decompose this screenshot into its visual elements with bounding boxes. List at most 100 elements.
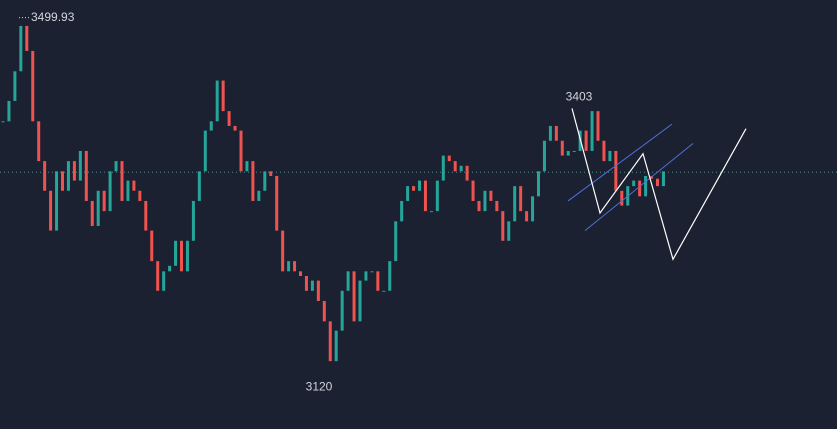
candle-body	[519, 186, 523, 212]
candle-body	[61, 171, 64, 191]
candle-body	[43, 161, 47, 191]
candle-body	[281, 230, 285, 272]
candle-body	[614, 150, 618, 191]
candle-body	[388, 261, 392, 291]
candle-body	[126, 180, 130, 201]
candle-body	[590, 111, 594, 151]
candle-body	[13, 71, 17, 101]
candle-body	[328, 321, 332, 362]
candle-body	[608, 150, 612, 162]
candle-body	[459, 165, 463, 172]
candle-body	[566, 150, 570, 156]
candle-body	[72, 161, 76, 181]
candle-body	[185, 240, 189, 272]
candle-body	[542, 140, 546, 172]
candle-body	[174, 240, 178, 266]
candle-body	[412, 186, 416, 191]
candle-body	[453, 161, 457, 172]
candle-body	[661, 171, 665, 187]
candle-body	[150, 230, 154, 262]
candle-body	[441, 155, 445, 181]
candle-body	[221, 80, 225, 112]
candle-body	[37, 121, 41, 162]
candle-body	[429, 211, 433, 213]
candle-body	[55, 171, 59, 231]
candle-body	[209, 121, 213, 131]
candle-body	[310, 280, 314, 291]
projection-path	[571, 108, 747, 261]
candle-body	[477, 200, 481, 212]
candle-body	[322, 300, 326, 322]
candle-body	[96, 190, 100, 226]
candle-body	[340, 290, 344, 331]
candle-body	[596, 111, 600, 141]
candle-body	[471, 180, 475, 201]
candle-body	[102, 190, 106, 212]
candle-body	[144, 200, 148, 231]
candle-body	[66, 161, 70, 191]
candle-body	[346, 271, 350, 291]
candle-body	[120, 161, 124, 201]
candle-body	[352, 271, 356, 322]
candle-body	[25, 25, 29, 51]
candle-body	[423, 180, 427, 212]
candle-body	[168, 265, 172, 272]
candle-body	[418, 180, 421, 191]
candle-body	[548, 125, 552, 141]
candle-body	[465, 165, 469, 181]
candle-body	[483, 190, 487, 212]
candle-body	[108, 171, 112, 212]
candle-body	[31, 50, 35, 122]
candle-body	[257, 190, 261, 201]
candle-body	[304, 275, 308, 291]
candle-body	[406, 186, 410, 201]
candle-body	[132, 180, 136, 191]
channel-lower	[584, 143, 694, 231]
candle-body	[191, 200, 195, 241]
candle-body	[275, 175, 279, 231]
candle-body	[263, 171, 267, 191]
candle-body	[180, 240, 183, 272]
candle-body	[227, 111, 231, 126]
low-label: 3120	[306, 380, 333, 394]
channel-upper	[567, 123, 673, 202]
candle-body	[1, 121, 5, 123]
candle-body	[501, 211, 505, 241]
candle-body	[293, 261, 297, 272]
candle-body	[233, 125, 237, 131]
candle-body	[138, 190, 142, 201]
candle-body	[572, 150, 576, 152]
candle-body	[287, 261, 291, 272]
candle-body	[156, 261, 160, 291]
candle-body	[489, 190, 493, 201]
high-label: 3499.93	[31, 10, 75, 24]
candle-body	[656, 178, 659, 187]
candle-body	[620, 190, 624, 206]
candle-body	[447, 155, 451, 162]
candle-body	[364, 271, 368, 281]
candle-body	[239, 130, 243, 172]
candle-body	[215, 80, 219, 122]
candle-body	[507, 221, 511, 241]
candle-body	[435, 180, 439, 212]
candle-body	[400, 200, 404, 222]
candle-body	[382, 290, 386, 292]
candle-body	[114, 161, 118, 172]
candle-body	[299, 271, 302, 276]
candle-body	[251, 161, 255, 201]
candle-body	[560, 140, 564, 156]
candle-body	[537, 171, 540, 197]
candle-body	[49, 190, 53, 231]
candle-body	[197, 171, 201, 201]
candle-body	[632, 180, 636, 187]
candle-body	[84, 150, 88, 201]
candle-body	[78, 150, 82, 181]
candle-body	[525, 211, 529, 222]
candle-body	[203, 130, 207, 172]
candle-body	[495, 200, 499, 212]
peak-label: 3403	[566, 90, 593, 104]
candle-body	[602, 140, 606, 162]
candle-body	[376, 271, 380, 291]
